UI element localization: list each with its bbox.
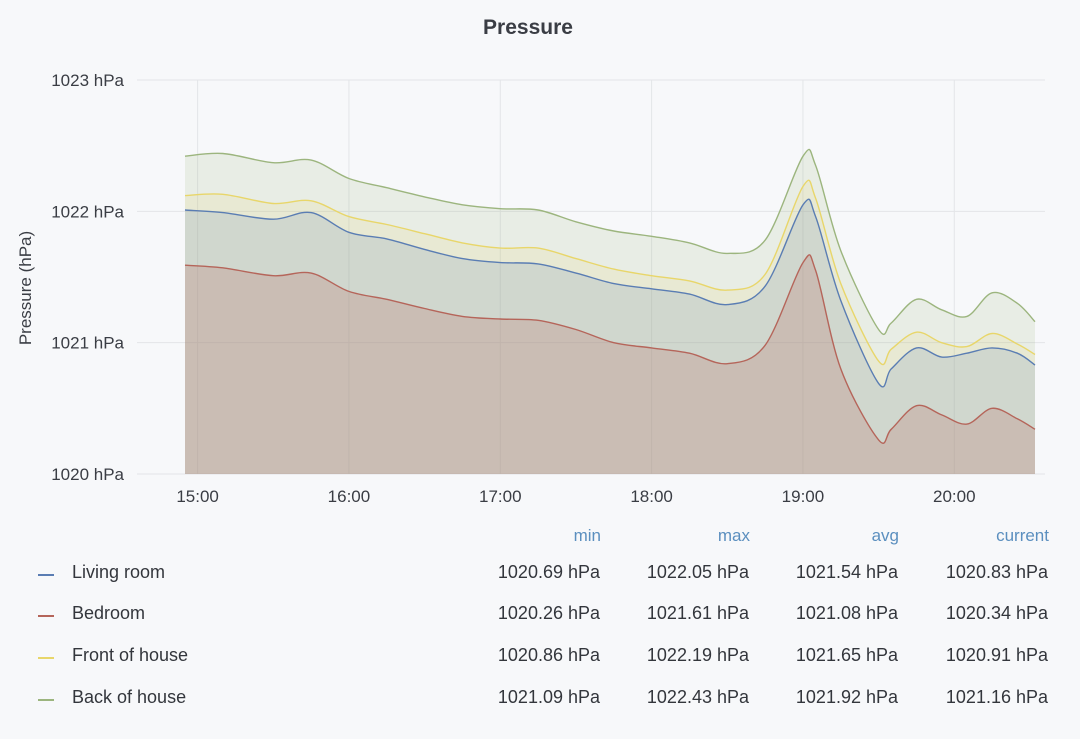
- legend-row-living-room[interactable]: Living room 1020.69 hPa 1022.05 hPa 1021…: [30, 560, 1060, 590]
- legend-value-min: 1020.69 hPa: [497, 562, 600, 582]
- legend-value-current: 1020.91 hPa: [945, 645, 1048, 665]
- legend-series-name[interactable]: Bedroom: [72, 603, 146, 623]
- y-tick-label: 1020 hPa: [51, 465, 124, 484]
- x-tick-label: 16:00: [328, 487, 371, 506]
- legend-value-max: 1022.19 hPa: [646, 645, 749, 665]
- legend-header-current[interactable]: current: [996, 526, 1049, 545]
- series-area-back-of-house: [185, 149, 1035, 474]
- series-area-layer: [185, 149, 1035, 474]
- legend-header-min[interactable]: min: [573, 526, 601, 545]
- x-tick-label: 19:00: [782, 487, 825, 506]
- legend-header-max[interactable]: max: [717, 526, 750, 545]
- legend-value-max: 1022.05 hPa: [646, 562, 749, 582]
- legend-value-max: 1021.61 hPa: [646, 603, 749, 623]
- legend-series-name[interactable]: Living room: [72, 562, 166, 582]
- legend-swatch-bedroom: [38, 615, 54, 617]
- legend-row-bedroom[interactable]: Bedroom 1020.26 hPa 1021.61 hPa 1021.08 …: [30, 601, 1060, 631]
- legend-series-name[interactable]: Back of house: [72, 687, 187, 707]
- legend-header-avg[interactable]: avg: [871, 526, 899, 545]
- series-area-living-room: [185, 199, 1035, 474]
- y-tick-label: 1021 hPa: [51, 334, 124, 353]
- series-area-bedroom: [185, 254, 1035, 474]
- series-line-bedroom[interactable]: [184, 254, 1036, 444]
- legend-swatch-back-of-house: [38, 699, 54, 701]
- x-axis-ticks: 15:00 16:00 17:00 18:00 19:00 20:00: [176, 487, 975, 506]
- legend-swatch-living-room: [38, 574, 54, 576]
- series-line-layer: [184, 148, 1036, 444]
- series-line-living-room[interactable]: [184, 198, 1036, 388]
- x-tick-label: 18:00: [630, 487, 673, 506]
- y-tick-label: 1022 hPa: [51, 202, 124, 221]
- y-axis-ticks: 1020 hPa 1021 hPa 1022 hPa 1023 hPa: [51, 71, 124, 484]
- legend-value-avg: 1021.65 hPa: [795, 645, 898, 665]
- x-tick-label: 20:00: [933, 487, 976, 506]
- legend-value-max: 1022.43 hPa: [646, 687, 749, 707]
- legend-row-back-of-house[interactable]: Back of house 1021.09 hPa 1022.43 hPa 10…: [30, 685, 1060, 715]
- y-axis-label: Pressure (hPa): [16, 231, 35, 345]
- legend-value-avg: 1021.08 hPa: [795, 603, 898, 623]
- x-tick-label: 17:00: [479, 487, 522, 506]
- legend-value-current: 1021.16 hPa: [945, 687, 1048, 707]
- series-area-front-of-house: [185, 180, 1035, 474]
- series-line-back-of-house[interactable]: [184, 148, 1036, 335]
- series-line-front-of-house[interactable]: [184, 179, 1036, 366]
- x-tick-label: 15:00: [176, 487, 219, 506]
- grid-layer: [137, 79, 1045, 475]
- legend-value-current: 1020.83 hPa: [945, 562, 1048, 582]
- chart-title: Pressure: [483, 16, 573, 39]
- legend-value-avg: 1021.54 hPa: [795, 562, 898, 582]
- legend-swatch-front-of-house: [38, 657, 54, 659]
- legend-series-name[interactable]: Front of house: [72, 645, 189, 665]
- y-tick-label: 1023 hPa: [51, 71, 124, 90]
- legend-value-current: 1020.34 hPa: [945, 603, 1048, 623]
- legend-value-min: 1020.26 hPa: [497, 603, 600, 623]
- legend-value-avg: 1021.92 hPa: [795, 687, 898, 707]
- legend-row-front-of-house[interactable]: Front of house 1020.86 hPa 1022.19 hPa 1…: [30, 643, 1060, 673]
- legend-value-min: 1021.09 hPa: [497, 687, 600, 707]
- pressure-chart: 1020 hPa 1021 hPa 1022 hPa 1023 hPa 15:00 16…: [16, 71, 1045, 506]
- legend-value-min: 1020.86 hPa: [497, 645, 600, 665]
